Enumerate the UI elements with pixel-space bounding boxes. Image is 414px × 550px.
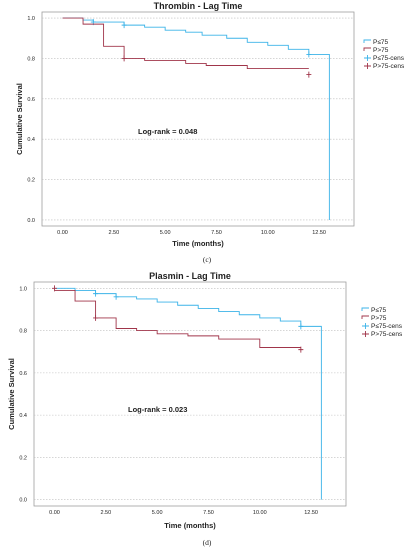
censor-mark-low — [298, 323, 304, 330]
x-tick-label: 12.50 — [304, 510, 318, 516]
censor-mark-low — [121, 22, 127, 29]
series-layer — [52, 285, 322, 500]
survival-line-high — [54, 290, 301, 348]
censor-mark-low — [306, 51, 312, 58]
panel-caption: (c) — [203, 255, 212, 264]
legend-swatch — [362, 323, 369, 329]
censor-mark-high — [93, 314, 99, 321]
tick-labels: 0.0 0.2 0.4 0.6 0.8 1.0 0.00 2.50 5.00 7.50 10.00 1… — [27, 16, 326, 236]
survival-line-low — [62, 17, 330, 220]
legend-label: P>75 — [371, 315, 387, 322]
censor-mark-low — [113, 293, 119, 300]
legend-label: P>75-cens — [373, 63, 405, 70]
x-tick-label: 2.50 — [100, 510, 111, 516]
censor-mark-high — [52, 285, 58, 292]
survival-line-high — [62, 17, 309, 69]
legend-label: P≤75-cens — [373, 55, 405, 62]
x-tick-label: 12.50 — [312, 230, 326, 236]
series-layer — [62, 17, 330, 220]
legend-label: P≤75 — [373, 39, 389, 46]
log-rank-annotation: Log-rank = 0.048 — [138, 127, 197, 136]
x-tick-label: 5.00 — [152, 510, 163, 516]
legend-label: P>75 — [373, 47, 389, 54]
x-tick-label: 2.50 — [108, 230, 119, 236]
y-axis-label: Cumulative Survival — [7, 358, 16, 430]
panel-caption: (d) — [203, 538, 212, 547]
y-tick-label: 0.8 — [19, 329, 27, 335]
legend-swatch — [361, 315, 369, 319]
x-axis-label: Time (months) — [172, 239, 224, 248]
chart-title: Plasmin - Lag Time — [149, 271, 231, 281]
legend-swatch — [361, 307, 369, 311]
legend-swatch — [363, 39, 371, 43]
x-tick-label: 7.50 — [203, 510, 214, 516]
legend-label: P≤75-cens — [371, 323, 403, 330]
survival-line-low — [54, 287, 322, 500]
x-tick-label: 10.00 — [261, 230, 275, 236]
x-tick-label: 0.00 — [49, 510, 60, 516]
x-tick-label: 5.00 — [160, 230, 171, 236]
legend-swatch — [364, 55, 371, 61]
y-tick-label: 0.6 — [27, 97, 35, 103]
y-tick-label: 0.4 — [27, 137, 35, 143]
censor-mark-low — [93, 290, 99, 297]
y-tick-label: 0.0 — [27, 218, 35, 224]
y-tick-label: 0.4 — [19, 413, 27, 419]
gridlines — [34, 288, 346, 500]
y-tick-label: 0.2 — [27, 178, 35, 184]
y-tick-label: 0.0 — [19, 498, 27, 504]
y-axis-label: Cumulative Survival — [15, 83, 24, 155]
x-tick-label: 0.00 — [57, 230, 68, 236]
chart-title: Thrombin - Lag Time — [154, 1, 243, 11]
legend-swatch — [363, 47, 371, 51]
legend-label: P>75-cens — [371, 331, 403, 338]
log-rank-annotation: Log-rank = 0.023 — [128, 405, 187, 414]
censor-mark-high — [298, 346, 304, 353]
legend-swatch — [362, 331, 369, 337]
y-tick-label: 1.0 — [27, 16, 35, 22]
km-panel-plasmin: Plasmin - Lag Time Time (months) Cumulat… — [7, 271, 403, 547]
x-tick-label: 10.00 — [253, 510, 267, 516]
y-tick-label: 0.6 — [19, 371, 27, 377]
tick-labels: 0.0 0.2 0.4 0.6 0.8 1.0 0.00 2.50 5.00 7.50 10.00 1… — [19, 286, 318, 516]
censor-mark-high — [121, 55, 127, 62]
censor-mark-high — [306, 71, 312, 78]
y-tick-label: 1.0 — [19, 286, 27, 292]
gridlines — [42, 17, 354, 221]
plot-frame — [33, 281, 347, 507]
plot-frame — [41, 11, 355, 227]
x-axis-label: Time (months) — [164, 521, 216, 530]
legend-swatch — [364, 63, 371, 69]
y-tick-label: 0.8 — [27, 56, 35, 62]
km-panel-thrombin: Thrombin - Lag Time Time (months) Cumula… — [15, 1, 405, 264]
x-tick-label: 7.50 — [211, 230, 222, 236]
legend-label: P≤75 — [371, 307, 387, 314]
y-tick-label: 0.2 — [19, 455, 27, 461]
